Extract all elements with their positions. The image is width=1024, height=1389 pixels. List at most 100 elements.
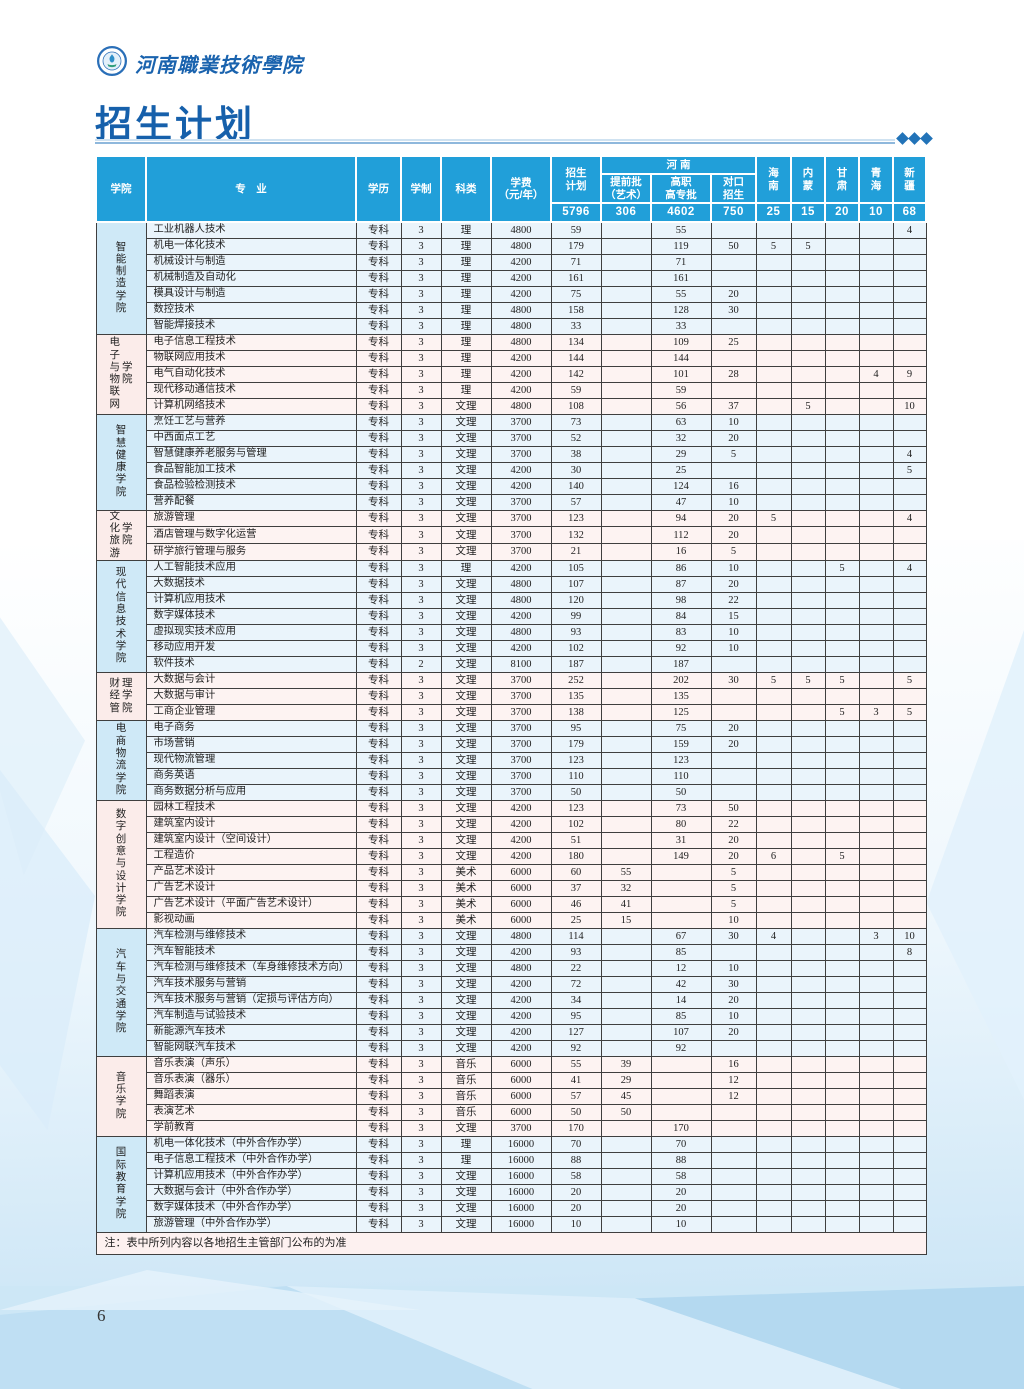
table-row: 模具设计与制造 专科 3 理 4200 75 55 20 [96,285,927,303]
cell-duration: 3 [400,509,442,528]
table-row: 产品艺术设计 专科 3 美术 6000 60 55 5 [96,863,927,881]
cell-duration: 3 [400,799,442,817]
cell-category: 文理 [440,1167,492,1185]
total-xinjiang: 68 [892,202,927,224]
cell-gansu [824,1199,860,1217]
cell-hainan [755,735,792,753]
cell-tuition: 4200 [490,477,552,495]
cell-vocational-batch: 94 [650,509,712,528]
cell-tuition: 3700 [490,509,552,528]
cell-major: 商务英语 [145,767,357,785]
cell-qinghai [858,413,894,431]
cell-hainan [755,863,792,881]
cell-major: 计算机应用技术 [145,591,357,609]
cell-duration: 3 [400,735,442,753]
cell-qinghai [858,575,894,593]
cell-early-batch [600,975,652,993]
cell-neimeng: 5 [790,237,826,255]
cell-category: 理 [440,301,492,319]
cell-category: 理 [440,221,492,239]
cell-hainan [755,943,792,961]
cell-major: 营养配餐 [145,493,357,511]
cell-xinjiang [892,783,927,801]
cell-hainan [755,783,792,801]
cell-early-batch [600,461,652,479]
col-header-college: 学院 [95,154,147,224]
background-band [0,1286,1024,1389]
cell-early-batch [600,847,652,865]
col-header-gansu: 甘 肃 [824,154,860,205]
cell-duration: 3 [400,895,442,913]
cell-xinjiang [892,1119,927,1137]
cell-neimeng [790,1087,826,1105]
cell-tuition: 4200 [490,1039,552,1057]
cell-degree: 专科 [355,943,402,961]
cell-category: 理 [440,365,492,383]
cell-plan: 41 [550,1071,602,1089]
cell-xinjiang [892,317,927,335]
cell-hainan [755,975,792,993]
cell-major: 软件技术 [145,655,357,673]
cell-degree: 专科 [355,237,402,255]
cell-degree: 专科 [355,509,402,528]
cell-xinjiang: 4 [892,221,927,239]
cell-qinghai [858,751,894,769]
cell-early-batch: 50 [600,1103,652,1121]
total-early-batch: 306 [600,202,652,224]
cell-gansu [824,1007,860,1025]
cell-plan: 102 [550,815,602,833]
cell-gansu [824,543,860,561]
cell-counterpart: 10 [710,559,757,577]
cell-neimeng [790,349,826,367]
cell-major: 人工智能技术应用 [145,559,357,577]
cell-plan: 123 [550,751,602,769]
cell-category: 文理 [440,783,492,801]
cell-xinjiang [892,413,927,431]
cell-early-batch [600,1151,652,1169]
cell-hainan [755,1087,792,1105]
col-header-plan: 招生 计划 [550,154,602,205]
col-header-hainan: 海 南 [755,154,792,205]
cell-counterpart: 22 [710,815,757,833]
cell-qinghai: 4 [858,365,894,383]
cell-xinjiang [892,1087,927,1105]
cell-gansu [824,461,860,479]
col-header-tuition: 学费 （元/年） [490,154,552,224]
cell-major: 园林工程技术 [145,799,357,817]
cell-duration: 3 [400,1087,442,1105]
col-header-neimeng: 内 蒙 [790,154,826,205]
cell-duration: 3 [400,927,442,945]
cell-gansu [824,493,860,511]
cell-vocational-batch: 85 [650,1007,712,1025]
cell-hainan [755,269,792,287]
cell-duration: 3 [400,1167,442,1185]
cell-early-batch [600,591,652,609]
cell-hainan [755,365,792,383]
cell-degree: 专科 [355,783,402,801]
cell-vocational-batch: 29 [650,445,712,463]
cell-plan: 187 [550,655,602,673]
cell-counterpart [710,655,757,673]
cell-gansu [824,285,860,303]
cell-degree: 专科 [355,397,402,415]
cell-plan: 140 [550,477,602,495]
cell-tuition: 3700 [490,703,552,721]
background-polygon [0,770,95,1130]
table-row: 计算机应用技术 专科 3 文理 4800 120 98 22 [96,591,927,609]
cell-hainan [755,493,792,511]
cell-major: 产品艺术设计 [145,863,357,881]
cell-neimeng [790,559,826,577]
cell-gansu [824,1119,860,1137]
cell-early-batch [600,735,652,753]
cell-degree: 专科 [355,1007,402,1025]
cell-tuition: 3700 [490,751,552,769]
table-row: 电商物流学院电子商务 专科 3 文理 3700 95 75 20 [95,719,927,801]
table-row: 汽车智能技术 专科 3 文理 4200 93 85 8 [96,943,927,961]
cell-plan: 33 [550,317,602,335]
cell-major: 广告艺术设计（平面广告艺术设计） [145,895,357,913]
cell-counterpart [710,1183,757,1201]
cell-degree: 专科 [355,285,402,303]
cell-qinghai [858,991,894,1009]
cell-major: 电气自动化技术 [145,365,357,383]
cell-early-batch [600,269,652,287]
